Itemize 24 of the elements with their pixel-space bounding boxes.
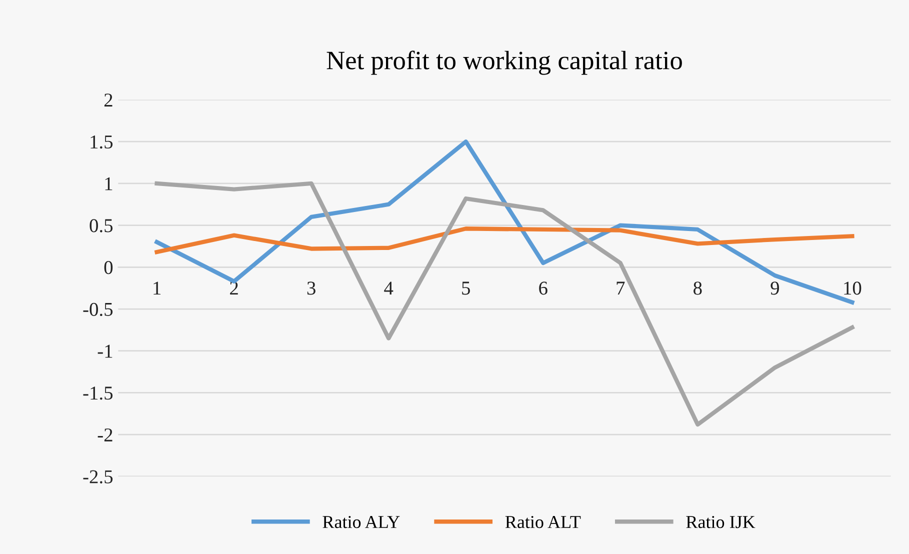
y-tick-label: -2 [98,428,112,442]
y-tick-label: 2 [104,94,112,106]
legend-label: Ratio ALY [322,516,400,528]
legend-label: Ratio ALT [505,516,581,528]
x-tick-label: 8 [694,282,702,295]
x-tick-label: 10 [844,282,862,295]
y-tick-label: 1 [105,177,112,190]
y-tick-label: -1 [98,344,112,358]
x-tick-label: 4 [384,282,394,295]
x-tick-label: 3 [307,282,316,295]
y-tick-label: -1.5 [83,386,113,400]
y-tick-label: 0 [104,260,113,274]
x-tick-label: 1 [154,282,160,295]
line-series [154,226,854,254]
y-tick-label: 0.5 [90,219,113,232]
chart-title: Net profit to working capital ratio [326,50,682,75]
legend-label: Ratio IJK [686,516,756,528]
x-tick-label: 5 [462,282,470,295]
y-tick-label: -2.5 [83,470,113,484]
y-tick-label: -0.5 [83,302,113,316]
x-tick-label: 6 [539,282,548,295]
x-tick-label: 7 [616,282,625,295]
x-tick-label: 9 [770,282,779,295]
y-tick-label: 1.5 [90,135,113,149]
